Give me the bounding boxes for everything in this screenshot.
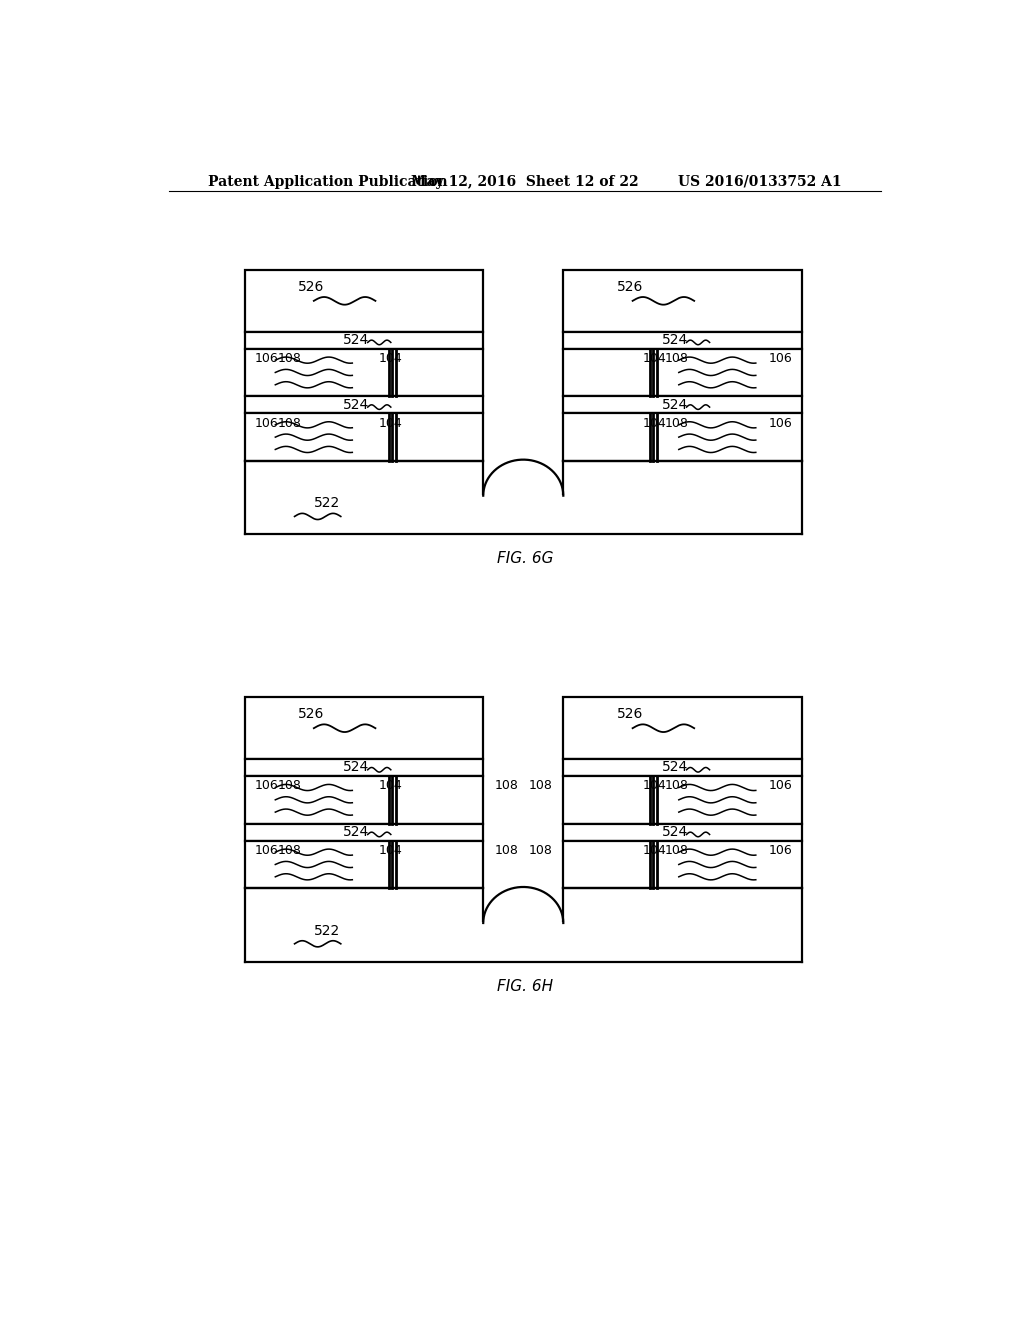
- Bar: [245, 271, 483, 331]
- Text: 108: 108: [665, 779, 688, 792]
- Text: 524: 524: [343, 333, 370, 347]
- Bar: [563, 841, 802, 888]
- Bar: [563, 271, 802, 331]
- Text: May 12, 2016  Sheet 12 of 22: May 12, 2016 Sheet 12 of 22: [411, 174, 639, 189]
- Text: 522: 522: [313, 496, 340, 511]
- Bar: [245, 824, 483, 841]
- Text: 106: 106: [254, 352, 278, 366]
- Text: 108: 108: [278, 352, 301, 366]
- Text: 524: 524: [662, 760, 688, 775]
- Text: 526: 526: [298, 708, 325, 721]
- Text: 106: 106: [769, 779, 793, 792]
- Text: 108: 108: [278, 417, 301, 430]
- Text: 524: 524: [343, 760, 370, 775]
- Text: 108: 108: [278, 843, 301, 857]
- Bar: [245, 776, 483, 824]
- Text: 524: 524: [662, 397, 688, 412]
- Text: FIG. 6H: FIG. 6H: [497, 978, 553, 994]
- Bar: [563, 824, 802, 841]
- Bar: [563, 776, 802, 824]
- Text: Patent Application Publication: Patent Application Publication: [208, 174, 447, 189]
- Text: 104: 104: [378, 352, 402, 366]
- Bar: [245, 413, 483, 461]
- Text: 104: 104: [378, 417, 402, 430]
- Bar: [245, 396, 483, 413]
- Text: 104: 104: [378, 843, 402, 857]
- Bar: [245, 841, 483, 888]
- Text: 524: 524: [343, 825, 370, 840]
- Text: 524: 524: [662, 825, 688, 840]
- Text: 108: 108: [278, 779, 301, 792]
- Text: US 2016/0133752 A1: US 2016/0133752 A1: [679, 174, 842, 189]
- Text: 108: 108: [495, 779, 518, 792]
- Text: 106: 106: [769, 352, 793, 366]
- Bar: [563, 348, 802, 396]
- Bar: [245, 331, 483, 348]
- Text: 104: 104: [643, 843, 667, 857]
- Text: 108: 108: [495, 843, 518, 857]
- Text: 526: 526: [617, 708, 643, 721]
- Text: 106: 106: [254, 417, 278, 430]
- Text: 524: 524: [343, 397, 370, 412]
- Bar: [245, 759, 483, 776]
- Text: FIG. 6G: FIG. 6G: [497, 552, 553, 566]
- Text: 108: 108: [665, 417, 688, 430]
- Bar: [563, 331, 802, 348]
- Bar: [563, 396, 802, 413]
- Text: 524: 524: [662, 333, 688, 347]
- Text: 108: 108: [665, 843, 688, 857]
- Bar: [563, 413, 802, 461]
- Text: 106: 106: [254, 779, 278, 792]
- Text: 108: 108: [528, 779, 552, 792]
- Text: 104: 104: [643, 779, 667, 792]
- Text: 104: 104: [643, 352, 667, 366]
- Text: 108: 108: [528, 843, 552, 857]
- Text: 106: 106: [254, 843, 278, 857]
- Text: 108: 108: [665, 352, 688, 366]
- Text: 106: 106: [769, 417, 793, 430]
- Text: 104: 104: [378, 779, 402, 792]
- Text: 526: 526: [617, 280, 643, 294]
- Bar: [245, 697, 483, 759]
- Bar: [563, 759, 802, 776]
- Text: 526: 526: [298, 280, 325, 294]
- Bar: [563, 697, 802, 759]
- Text: 104: 104: [643, 417, 667, 430]
- Bar: [245, 348, 483, 396]
- Text: 522: 522: [313, 924, 340, 937]
- Text: 106: 106: [769, 843, 793, 857]
